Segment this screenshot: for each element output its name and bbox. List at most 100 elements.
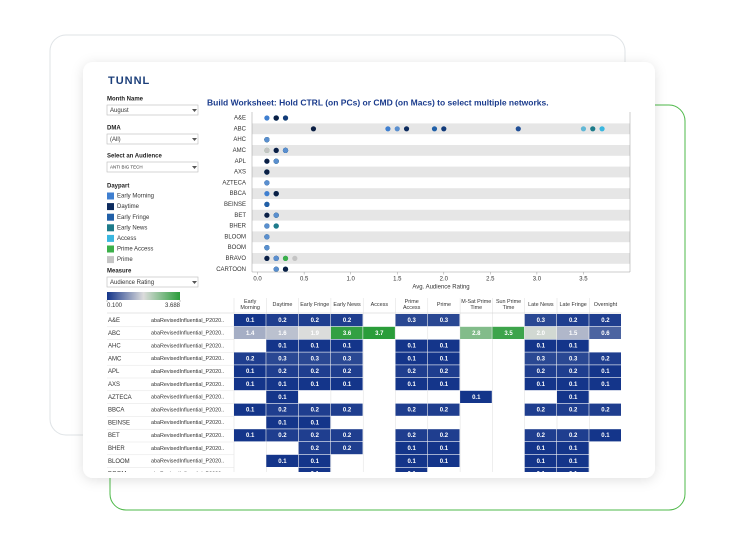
dot[interactable] bbox=[264, 115, 270, 121]
cell-label: 0.2 bbox=[569, 369, 578, 375]
dropdown[interactable] bbox=[106, 133, 199, 145]
dot[interactable] bbox=[264, 180, 270, 186]
row-label[interactable]: AMC bbox=[233, 148, 247, 154]
row-label[interactable]: APL bbox=[235, 159, 247, 165]
dot[interactable] bbox=[282, 147, 289, 153]
dot[interactable] bbox=[282, 266, 289, 272]
table-cell bbox=[524, 352, 557, 365]
row-band bbox=[252, 123, 630, 135]
table-cell bbox=[234, 352, 266, 365]
dot[interactable] bbox=[273, 147, 279, 153]
legend-swatch[interactable] bbox=[107, 256, 114, 264]
dot[interactable] bbox=[599, 126, 605, 132]
legend-swatch[interactable] bbox=[107, 245, 114, 253]
table-network[interactable]: AXS bbox=[108, 382, 120, 388]
row-label[interactable]: BEINSE bbox=[224, 202, 246, 208]
dot[interactable] bbox=[590, 126, 596, 132]
row-label[interactable]: AZTECA bbox=[222, 180, 246, 186]
dot[interactable] bbox=[273, 255, 279, 261]
cell-label: 0.6 bbox=[601, 331, 610, 337]
table-network[interactable]: BET bbox=[108, 433, 120, 439]
dot[interactable] bbox=[264, 158, 270, 164]
x-tick-label: 0.5 bbox=[300, 277, 309, 283]
dot[interactable] bbox=[273, 158, 279, 164]
dropdown[interactable] bbox=[106, 104, 199, 116]
table-metric: abaRevisedInfluential_P2020.. bbox=[151, 433, 224, 439]
dot[interactable] bbox=[264, 169, 270, 175]
table-network[interactable]: AZTECA bbox=[108, 395, 132, 401]
dot[interactable] bbox=[264, 147, 270, 153]
dot[interactable] bbox=[515, 126, 521, 132]
dot[interactable] bbox=[273, 115, 279, 121]
table-network[interactable]: BOOM bbox=[108, 472, 126, 478]
row-label[interactable]: CARTOON bbox=[216, 267, 246, 273]
dot[interactable] bbox=[431, 126, 438, 132]
legend-swatch[interactable] bbox=[107, 234, 114, 242]
cell-label: 0.1 bbox=[537, 472, 546, 478]
dot[interactable] bbox=[403, 126, 410, 132]
row-label[interactable]: A&E bbox=[234, 116, 246, 122]
table-network[interactable]: BBCA bbox=[108, 408, 124, 414]
legend-swatch[interactable] bbox=[107, 192, 114, 200]
table-network[interactable]: BEINSE bbox=[108, 420, 130, 426]
row-label[interactable]: BBCA bbox=[230, 191, 246, 197]
cell-label: 0.2 bbox=[601, 408, 610, 414]
legend-label: Early Morning bbox=[117, 194, 154, 200]
row-label[interactable]: BET bbox=[234, 213, 246, 219]
cell-label: 3.5 bbox=[504, 331, 513, 337]
dot[interactable] bbox=[273, 223, 279, 229]
table-network[interactable]: APL bbox=[108, 369, 120, 375]
dot[interactable] bbox=[264, 234, 270, 240]
table-network[interactable]: BLOOM bbox=[108, 459, 130, 465]
table-cell bbox=[330, 326, 363, 339]
table-network[interactable]: AMC bbox=[108, 356, 122, 362]
table-cell bbox=[330, 352, 363, 365]
dot[interactable] bbox=[292, 255, 298, 261]
dot[interactable] bbox=[264, 245, 270, 251]
row-label[interactable]: BHER bbox=[229, 224, 246, 230]
x-tick-label: 1.0 bbox=[347, 277, 356, 283]
dot[interactable] bbox=[282, 115, 289, 121]
row-label[interactable]: BOOM bbox=[228, 245, 246, 251]
row-label[interactable]: ABC bbox=[234, 126, 247, 132]
column-header: M-Sat Prime Time bbox=[461, 299, 492, 311]
legend-swatch[interactable] bbox=[107, 224, 114, 232]
dot[interactable] bbox=[394, 126, 400, 132]
dot[interactable] bbox=[310, 126, 317, 132]
table-network[interactable]: ABC bbox=[108, 331, 121, 337]
table-cell bbox=[395, 454, 428, 467]
dot[interactable] bbox=[264, 201, 270, 207]
cell-label: 0.2 bbox=[343, 433, 352, 439]
dot[interactable] bbox=[282, 255, 289, 261]
dot[interactable] bbox=[273, 266, 279, 272]
dot[interactable] bbox=[264, 137, 270, 143]
dot[interactable] bbox=[273, 191, 279, 197]
row-label[interactable]: BRAVO bbox=[225, 256, 246, 262]
dropdown-arrow bbox=[192, 109, 197, 112]
table-network[interactable]: BHER bbox=[108, 446, 125, 452]
row-label[interactable]: AXS bbox=[234, 170, 246, 176]
dot[interactable] bbox=[264, 255, 270, 261]
table-network[interactable]: BRAVO bbox=[108, 484, 129, 490]
dot[interactable] bbox=[385, 126, 391, 132]
row-band bbox=[252, 209, 630, 221]
legend-label: Early Fringe bbox=[117, 215, 150, 221]
cell-label: 0.1 bbox=[537, 344, 546, 350]
cell-label: 0.1 bbox=[601, 382, 610, 388]
table-network[interactable]: AHC bbox=[108, 344, 121, 350]
dot[interactable] bbox=[441, 126, 447, 132]
legend-swatch[interactable] bbox=[107, 213, 114, 221]
dropdown[interactable] bbox=[106, 276, 199, 288]
cell-label: 0.1 bbox=[278, 382, 287, 388]
cell-label: 0.2 bbox=[601, 318, 610, 324]
table-network[interactable]: A&E bbox=[108, 318, 120, 324]
dot[interactable] bbox=[264, 212, 270, 218]
row-label[interactable]: BLOOM bbox=[224, 234, 246, 240]
dot[interactable] bbox=[580, 126, 587, 132]
dot[interactable] bbox=[264, 191, 270, 197]
row-label[interactable]: AHC bbox=[233, 137, 246, 143]
legend-swatch[interactable] bbox=[107, 203, 114, 211]
dropdown[interactable] bbox=[106, 161, 199, 173]
dot[interactable] bbox=[273, 212, 279, 218]
dot[interactable] bbox=[264, 223, 270, 229]
